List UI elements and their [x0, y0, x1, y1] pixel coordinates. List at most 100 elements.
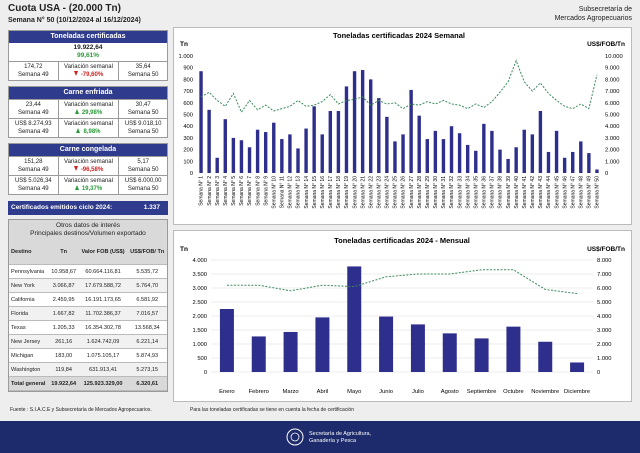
x-tick-label: Semana N° 39: [506, 176, 512, 209]
bar: [409, 89, 413, 173]
bar: [272, 122, 276, 173]
x-tick-label: Semana N° 36: [482, 176, 488, 209]
x-tick-label: Semana N° 24: [385, 176, 391, 209]
tick-label: 0: [190, 171, 193, 177]
prev-label: Semana 49: [17, 72, 49, 78]
bar: [352, 71, 357, 173]
change-cell: Variación semanal 29,98%: [57, 100, 119, 118]
x-tick-label: Semana N° 10: [271, 176, 277, 209]
y2-axis-label: US$/FOB/Tn: [587, 41, 625, 48]
x-tick-label: Semana N° 41: [522, 176, 528, 209]
tick-label: 2.500: [192, 300, 207, 306]
bar: [546, 151, 551, 173]
cell: 6.581,92: [127, 292, 167, 307]
prev-value: US$ 8.274,93: [14, 121, 52, 127]
x-tick-label: Semana N° 15: [312, 176, 318, 209]
tick-label: 3.000: [605, 136, 620, 142]
change-label: Variación semanal: [64, 102, 113, 108]
org-line: Mercados Agropecuarios: [554, 15, 632, 22]
x-tick-label: Semana N° 14: [304, 176, 310, 209]
tick-label: 6.000: [605, 101, 620, 107]
bar: [530, 134, 535, 173]
x-tick-label: Semana N° 43: [538, 176, 544, 209]
x-tick-label: Semana N° 45: [554, 176, 560, 209]
bar: [417, 115, 421, 173]
curr-value: 5,17: [137, 159, 150, 165]
cell: 5.535,72: [127, 264, 167, 279]
note: Para las toneladas certificadas se tiene…: [190, 407, 354, 413]
cell: Texas: [9, 320, 49, 335]
x-tick-label: Semana N° 29: [425, 176, 431, 209]
bar: [587, 153, 591, 173]
x-tick-label: Semana N° 37: [490, 176, 496, 209]
bar: [336, 110, 341, 173]
tick-label: 9.000: [605, 66, 620, 72]
certificates: Certificados emitidos ciclo 2024: 1.337: [8, 201, 168, 215]
cell: 125.923.329,00: [78, 376, 128, 391]
cell: 7.016,57: [127, 306, 167, 321]
x-tick-label: Abril: [317, 389, 329, 395]
section-title: Carne congelada: [9, 144, 167, 156]
tick-label: 2.000: [597, 342, 612, 348]
stat-row: 174,72 Semana 49 Variación semanal -79,60% 3…: [9, 61, 167, 80]
change-value: -79,60%: [80, 72, 104, 78]
curr-cell: 5,17 Semana 50: [118, 157, 167, 175]
chart-title: Toneladas certificadas 2024 - Mensual: [334, 236, 470, 245]
cell: 16.354.302,78: [78, 320, 128, 335]
x-tick-label: Diciembre: [564, 389, 590, 395]
arrow: [73, 166, 78, 171]
title: Cuota USA - (20.000 Tn): [8, 3, 121, 14]
bar: [315, 317, 330, 372]
change-value: 8,98%: [83, 129, 101, 135]
line: [200, 59, 598, 114]
x-tick-label: Mayo: [347, 389, 361, 395]
x-tick-label: Semana N° 28: [417, 176, 423, 209]
change-line: -79,60%: [59, 71, 119, 79]
bar: [441, 139, 446, 173]
tick-label: 8.000: [605, 77, 620, 83]
prev-label: Semana 49: [17, 167, 49, 173]
bar: [247, 147, 252, 173]
prev-cell: US$ 5.026,34 Semana 49: [9, 176, 58, 194]
bar: [474, 338, 489, 372]
bar: [554, 130, 559, 173]
header-row: Destino Tn Valor FOB (US$) US$/FOB/ Tn: [9, 240, 167, 265]
cell: 13.568,34: [127, 320, 167, 335]
cell: 11.702.386,37: [78, 306, 128, 321]
x-tick-label: Semana N° 16: [320, 176, 326, 209]
bar: [344, 86, 349, 173]
org: Subsecretaría de Mercados Agropecuarios: [555, 5, 632, 23]
prev-label: Semana 49: [17, 110, 49, 116]
tick-label: 0: [597, 370, 600, 376]
curr-label: Semana 50: [127, 110, 159, 116]
bar: [465, 144, 470, 173]
tick-label: 1.000: [597, 356, 612, 362]
tick-label: 8.000: [597, 258, 612, 264]
curr-label: Semana 50: [127, 72, 159, 78]
cell: Michigan: [9, 348, 49, 363]
curr-cell: 35,64 Semana 50: [118, 62, 167, 80]
stat-row: US$ 5.026,34 Semana 49 Variación semanal 19…: [9, 175, 167, 194]
x-tick-label: Semana N° 4: [223, 176, 229, 206]
x-tick-label: Semana N° 42: [530, 176, 536, 209]
y-axis-label: Tn: [180, 41, 188, 48]
curr-label: Semana 50: [127, 167, 159, 173]
tick-label: 5.000: [605, 113, 620, 119]
cell: 16.191.173,65: [78, 292, 128, 307]
tick-label: 400: [183, 124, 193, 130]
arrow: [74, 109, 79, 114]
x-tick-label: Semana N° 9: [263, 176, 269, 206]
bar: [280, 139, 284, 173]
bar: [538, 110, 543, 173]
bar: [219, 309, 234, 372]
tick-label: 500: [197, 356, 207, 362]
bar: [562, 157, 567, 173]
x-tick-label: Semana N° 21: [360, 176, 366, 209]
logo-line: Ganadería y Pesca: [309, 438, 357, 444]
x-tick-label: Semana N° 5: [231, 176, 237, 206]
x-tick-label: Semana N° 2: [207, 176, 213, 206]
table-title-line: Principales destinos/Volumen exportado: [30, 230, 146, 237]
x-tick-label: Agosto: [441, 389, 459, 395]
x-tick-label: Semana N° 19: [344, 176, 350, 209]
